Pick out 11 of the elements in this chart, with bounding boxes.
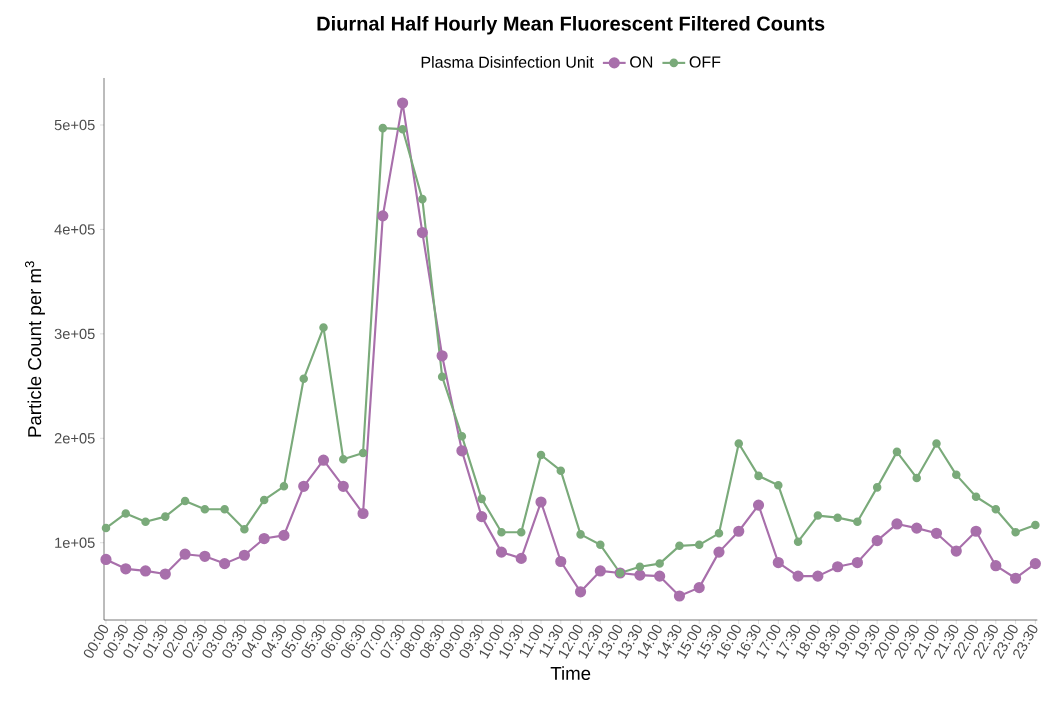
y-tick-label: 4e+05 <box>54 224 95 235</box>
y-axis-title: Particle Count per m$^{3}$ <box>24 261 45 437</box>
x-axis-title: Time <box>550 666 591 681</box>
y-tick-label: 1e+05 <box>55 537 95 548</box>
legend-label: OFF <box>689 56 721 68</box>
y-tick-label: 2e+05 <box>54 433 95 444</box>
legend-title: Plasma Disinfection Unit <box>421 56 594 68</box>
y-tick-label: 5e+05 <box>54 119 95 131</box>
y-tick-label: 3e+05 <box>54 328 95 340</box>
legend-label: ON <box>630 56 653 68</box>
chart-title: Diurnal Half Hourly Mean Fluorescent Filtered Counts <box>317 15 825 35</box>
